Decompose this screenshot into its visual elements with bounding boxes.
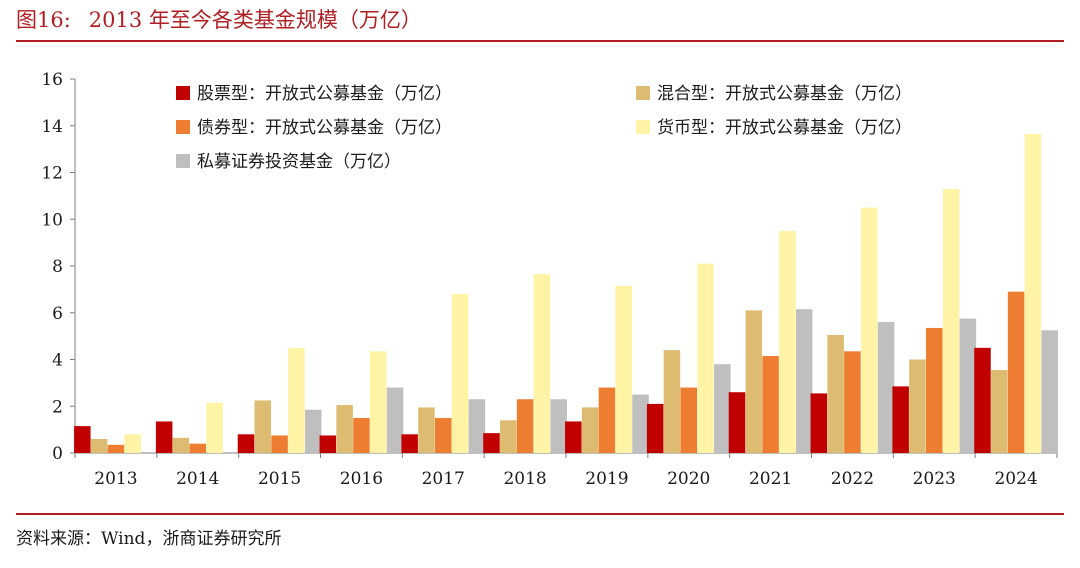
legend-swatch-4 <box>636 120 650 134</box>
bar-series-5-2020 <box>714 364 731 453</box>
y-tick-label: 4 <box>52 351 63 371</box>
legend-swatch-2 <box>636 86 650 100</box>
bar-series-3-2020 <box>680 387 697 453</box>
bar-series-1-2014 <box>155 421 173 453</box>
bar-series-5-2015 <box>304 409 322 453</box>
footer-rule <box>16 513 1064 515</box>
y-tick-label: 10 <box>41 210 63 230</box>
x-tick-label: 2020 <box>667 469 710 489</box>
legend-swatch-3 <box>176 120 190 134</box>
bar-series-4-2019 <box>615 285 632 453</box>
y-tick-label: 6 <box>52 304 63 324</box>
bar-series-4-2015 <box>288 347 305 453</box>
bar-series-4-2020 <box>697 263 714 453</box>
bar-series-5-2022 <box>877 322 895 453</box>
bar-series-1-2018 <box>483 433 500 453</box>
bar-series-4-2017 <box>451 294 469 453</box>
bar-series-2-2024 <box>991 370 1008 453</box>
legend-swatch-5 <box>176 154 190 168</box>
bar-series-1-2020 <box>646 403 664 453</box>
bar-series-3-2013 <box>107 444 125 453</box>
bar-series-5-2017 <box>468 399 486 453</box>
bar-series-1-2023 <box>892 386 909 453</box>
y-tick-label: 12 <box>41 164 63 184</box>
bar-series-2-2015 <box>254 400 272 453</box>
bar-series-2-2021 <box>745 310 763 453</box>
bar-series-4-2014 <box>206 402 223 453</box>
bar-series-2-2017 <box>418 407 435 453</box>
bar-series-2-2018 <box>500 420 517 453</box>
x-tick-label: 2024 <box>994 469 1037 489</box>
x-tick-label: 2014 <box>176 469 219 489</box>
bar-series-5-2023 <box>959 318 977 453</box>
chart-legend: 股票型：开放式公募基金（万亿） 混合型：开放式公募基金（万亿） 债券型：开放式公募基… <box>176 84 912 172</box>
bar-series-5-2019 <box>632 394 649 453</box>
bar-series-5-2016 <box>386 387 404 453</box>
x-tick-label: 2018 <box>503 469 546 489</box>
x-tick-label: 2015 <box>258 469 301 489</box>
x-tick-label: 2023 <box>913 469 956 489</box>
y-tick-label: 0 <box>52 444 63 464</box>
bar-series-4-2018 <box>533 274 551 453</box>
bar-series-3-2024 <box>1007 291 1025 453</box>
bar-series-1-2019 <box>565 421 582 453</box>
bar-series-2-2014 <box>172 437 190 453</box>
chart-axes: 0 2 4 6 8 10 12 14 16 2013 2014 2015 2016 2017 2018 201… <box>41 70 1058 489</box>
bar-series-3-2019 <box>598 387 616 453</box>
bar-series-3-2018 <box>516 399 534 453</box>
bar-series-2-2013 <box>90 438 108 453</box>
x-tick-label: 2022 <box>831 469 874 489</box>
bar-series-4-2013 <box>124 434 141 453</box>
x-tick-label: 2019 <box>585 469 628 489</box>
bar-series-1-2015 <box>237 434 255 453</box>
legend-swatch-1 <box>176 86 190 100</box>
bar-series-3-2022 <box>844 351 861 453</box>
bar-series-3-2023 <box>926 327 943 453</box>
legend-label-1: 股票型：开放式公募基金（万亿） <box>197 84 452 104</box>
bar-series-4-2024 <box>1024 133 1042 453</box>
bar-series-5-2018 <box>550 399 567 453</box>
bar-series-3-2014 <box>189 443 206 453</box>
figure-title-text: 2013 年至今各类基金规模（万亿） <box>88 8 422 32</box>
bar-series-1-2013 <box>74 426 91 453</box>
y-tick-label: 14 <box>41 117 63 137</box>
legend-label-3: 债券型：开放式公募基金（万亿） <box>197 118 452 138</box>
chart-bars <box>74 133 1058 454</box>
figure-label: 图16: <box>16 8 71 32</box>
x-tick-label: 2017 <box>422 469 465 489</box>
bar-series-2-2020 <box>663 350 681 453</box>
y-tick-label: 2 <box>52 397 63 417</box>
x-tick-label: 2016 <box>340 469 383 489</box>
bar-series-2-2016 <box>336 405 353 453</box>
bar-series-3-2021 <box>762 355 779 453</box>
bar-series-4-2021 <box>779 230 796 453</box>
bar-series-4-2023 <box>942 188 960 454</box>
bar-series-5-2024 <box>1041 330 1058 453</box>
y-tick-label: 16 <box>41 70 63 90</box>
bar-series-4-2016 <box>369 351 387 453</box>
bar-series-1-2024 <box>974 347 991 453</box>
bar-series-1-2021 <box>728 392 746 453</box>
x-tick-label: 2021 <box>749 469 792 489</box>
legend-label-5: 私募证券投资基金（万亿） <box>197 152 401 172</box>
bar-series-2-2022 <box>827 334 844 453</box>
y-tick-label: 8 <box>52 257 63 277</box>
bar-series-2-2023 <box>909 359 926 453</box>
legend-label-4: 货币型：开放式公募基金（万亿） <box>657 118 912 138</box>
bar-series-5-2021 <box>795 309 813 453</box>
x-tick-label: 2013 <box>94 469 137 489</box>
bar-series-3-2016 <box>353 417 370 453</box>
bar-series-3-2017 <box>435 417 452 453</box>
bar-series-1-2016 <box>319 435 337 453</box>
title-rule <box>16 40 1064 42</box>
source-note: 资料来源：Wind，浙商证券研究所 <box>16 529 282 549</box>
bar-series-4-2022 <box>860 207 878 453</box>
figure-title: 图16: 2013 年至今各类基金规模（万亿） <box>16 6 422 34</box>
bar-series-1-2017 <box>401 434 418 453</box>
bar-series-1-2022 <box>810 393 828 453</box>
bar-series-2-2019 <box>581 407 599 453</box>
bar-series-3-2015 <box>271 435 288 453</box>
legend-label-2: 混合型：开放式公募基金（万亿） <box>657 84 912 104</box>
